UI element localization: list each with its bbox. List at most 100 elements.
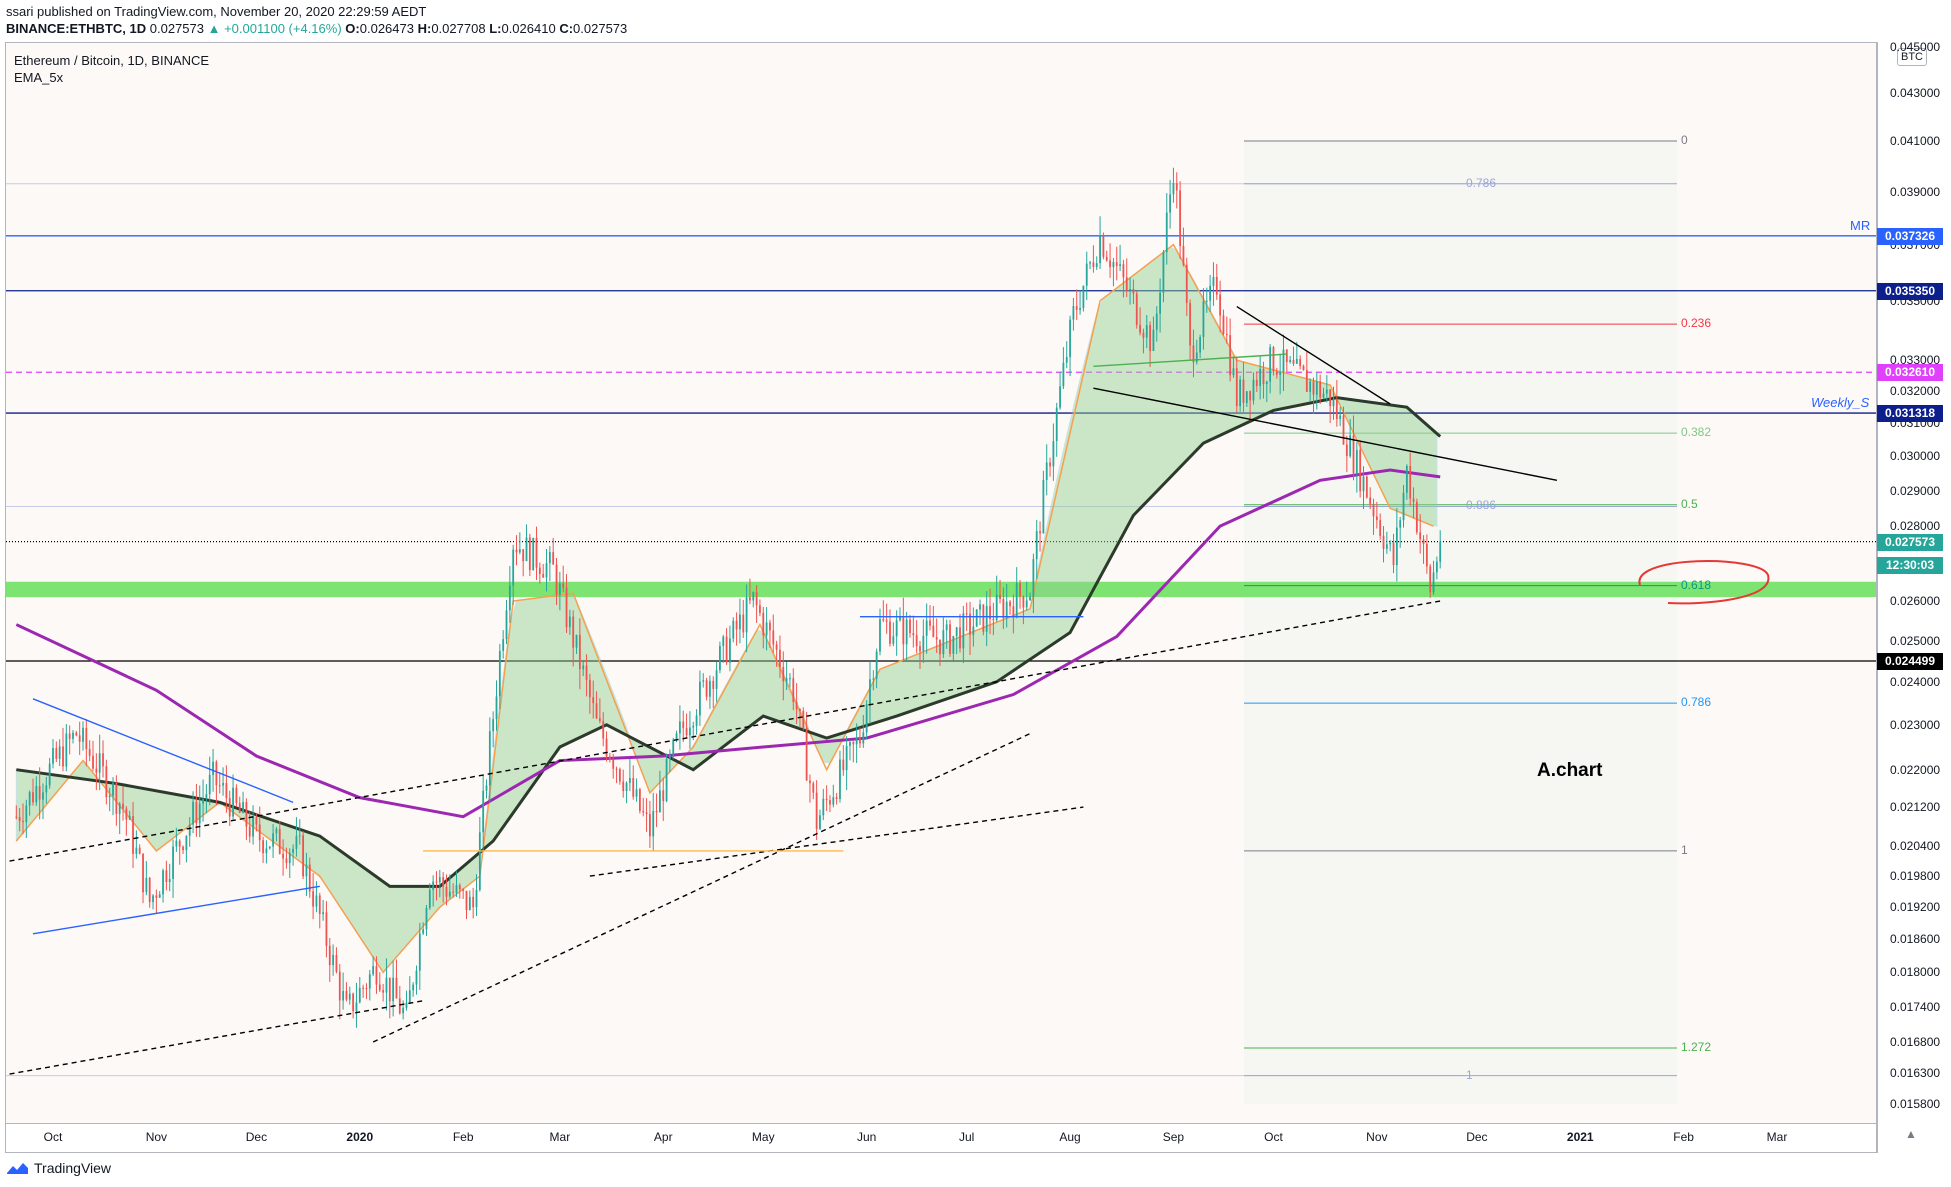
time-tick-label: 2020 bbox=[346, 1130, 374, 1144]
price-tick-label: 0.029000 bbox=[1890, 483, 1941, 498]
brand-name: TradingView bbox=[34, 1160, 112, 1176]
candle-body bbox=[655, 811, 658, 813]
candle-body bbox=[1219, 294, 1222, 316]
candle-body bbox=[502, 639, 505, 651]
candle-body bbox=[935, 637, 938, 640]
low-label: L: bbox=[489, 21, 502, 36]
candle-body bbox=[995, 594, 998, 621]
candle-body bbox=[185, 835, 188, 851]
candle-body bbox=[729, 638, 731, 663]
candle-body bbox=[785, 678, 788, 682]
candle-body bbox=[288, 852, 291, 864]
chart-annotation-text: A.chart bbox=[1537, 760, 1603, 781]
candle-body bbox=[578, 634, 581, 670]
candle-body bbox=[1262, 368, 1265, 385]
auto-scale-icon[interactable]: ▲ bbox=[1905, 1127, 1917, 1141]
candle-body bbox=[652, 811, 655, 837]
candle-body bbox=[1079, 308, 1081, 310]
candle-body bbox=[212, 761, 214, 775]
candle-body bbox=[1212, 276, 1215, 286]
candle-body bbox=[699, 681, 701, 716]
candle-body bbox=[1135, 293, 1138, 325]
candle-body bbox=[732, 620, 735, 639]
candle-body bbox=[198, 803, 201, 824]
candle-body bbox=[1405, 465, 1408, 493]
candle-body bbox=[992, 618, 995, 621]
candle-body bbox=[608, 756, 611, 760]
candle-body bbox=[1139, 324, 1141, 333]
fib-level-label: 1 bbox=[1466, 1067, 1473, 1082]
candle-body bbox=[1172, 183, 1175, 195]
candle-body bbox=[485, 785, 488, 791]
currency-unit[interactable]: BTC bbox=[1897, 48, 1927, 66]
time-tick-label: Feb bbox=[452, 1130, 474, 1144]
time-tick-label: Aug bbox=[1059, 1130, 1081, 1144]
candle-body bbox=[248, 826, 251, 837]
candle-body bbox=[1272, 347, 1275, 372]
candle-body bbox=[675, 733, 678, 740]
candle-body bbox=[192, 801, 194, 825]
candle-body bbox=[318, 895, 321, 914]
time-tick-label: Oct bbox=[1264, 1130, 1283, 1144]
candle-body bbox=[1439, 541, 1442, 562]
candle-body bbox=[1185, 264, 1188, 303]
candle-body bbox=[462, 889, 465, 891]
candle-body bbox=[1129, 289, 1131, 291]
candle-body bbox=[448, 891, 451, 897]
candle-body bbox=[565, 587, 568, 627]
publish-info: ssari published on TradingView.com, Nove… bbox=[6, 4, 427, 19]
candle-body bbox=[208, 774, 211, 795]
candle-body bbox=[38, 786, 41, 800]
candle-body bbox=[1032, 559, 1035, 597]
candle-body bbox=[392, 977, 395, 1002]
candle-body bbox=[842, 759, 845, 771]
candle-body bbox=[852, 742, 855, 745]
candle-body bbox=[382, 990, 385, 993]
candle-body bbox=[715, 670, 718, 689]
price-tick-label: 0.032000 bbox=[1890, 384, 1941, 399]
candle-body bbox=[372, 966, 375, 975]
candle-body bbox=[338, 971, 341, 1001]
candle-body bbox=[605, 738, 608, 757]
candle-body bbox=[412, 984, 415, 991]
candle-body bbox=[612, 759, 615, 769]
candle-body bbox=[952, 636, 955, 654]
candle-body bbox=[1429, 566, 1432, 593]
candle-body bbox=[975, 609, 978, 627]
candle-body bbox=[752, 592, 755, 601]
candle-body bbox=[1392, 542, 1395, 566]
candle-body bbox=[929, 620, 931, 626]
candle-body bbox=[1149, 325, 1151, 351]
candle-body bbox=[1019, 583, 1021, 597]
candle-body bbox=[749, 597, 751, 601]
candle-body bbox=[642, 810, 645, 813]
candle-body bbox=[1069, 319, 1071, 358]
tradingview-icon bbox=[7, 1163, 28, 1174]
candle-body bbox=[205, 794, 208, 799]
candle-body bbox=[722, 636, 725, 646]
candle-body bbox=[48, 763, 51, 786]
candle-body bbox=[1215, 276, 1218, 295]
candle-body bbox=[955, 627, 958, 637]
descending-support bbox=[1093, 387, 1558, 481]
candle-body bbox=[268, 846, 271, 849]
time-tick-label: May bbox=[751, 1130, 775, 1144]
candle-body bbox=[1109, 260, 1111, 268]
time-axis-border bbox=[5, 1123, 1876, 1124]
candle-body bbox=[1049, 462, 1051, 467]
tradingview-logo[interactable]: TradingView bbox=[6, 1160, 111, 1176]
candle-body bbox=[669, 755, 671, 759]
base-trend bbox=[6, 1000, 424, 1076]
candle-body bbox=[1345, 444, 1348, 457]
candle-body bbox=[755, 592, 758, 606]
candle-body bbox=[705, 680, 708, 697]
candle-body bbox=[522, 549, 525, 562]
candle-body bbox=[1315, 381, 1318, 395]
candle-body bbox=[779, 649, 781, 667]
fib-level-label: 0.786 bbox=[1466, 175, 1497, 190]
candle-body bbox=[1355, 449, 1358, 474]
candle-body bbox=[415, 970, 418, 985]
candle-body bbox=[95, 768, 98, 773]
candle-body bbox=[869, 679, 871, 705]
